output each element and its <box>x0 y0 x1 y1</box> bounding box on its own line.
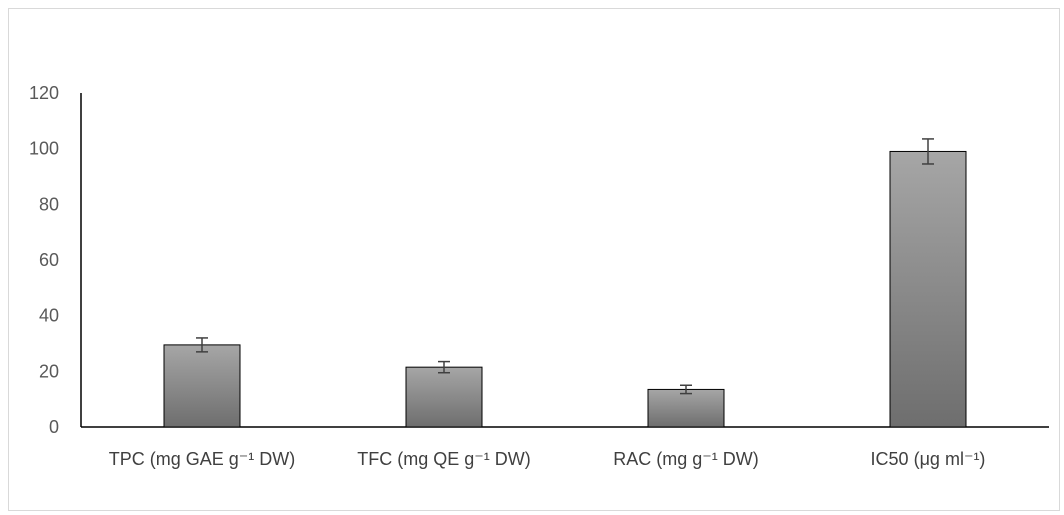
x-category-label: TFC (mg QE g⁻¹ DW) <box>357 449 531 469</box>
chart-frame: 0 20 40 60 80 100 120 TPC (mg GAE g⁻¹ DW) TFC (… <box>8 8 1060 511</box>
bar <box>405 366 483 428</box>
bars <box>163 150 967 428</box>
bar <box>647 388 725 428</box>
x-category-label: TPC (mg GAE g⁻¹ DW) <box>109 449 296 469</box>
bar <box>889 150 967 428</box>
x-category-label: IC50 (μg ml⁻¹) <box>871 449 986 469</box>
y-tick-label: 20 <box>39 361 59 381</box>
y-tick-label: 0 <box>49 417 59 437</box>
y-axis: 0 20 40 60 80 100 120 <box>29 83 82 437</box>
error-bar <box>680 384 692 395</box>
x-axis: TPC (mg GAE g⁻¹ DW) TFC (mg QE g⁻¹ DW) RAC… <box>81 426 1049 469</box>
y-tick-label: 60 <box>39 250 59 270</box>
y-tick-label: 40 <box>39 306 59 326</box>
y-tick-label: 80 <box>39 194 59 214</box>
error-bar <box>196 337 208 353</box>
error-bars <box>196 138 934 395</box>
y-tick-label: 100 <box>29 139 59 159</box>
error-bar <box>438 360 450 374</box>
y-tick-label: 120 <box>29 83 59 103</box>
bar-chart: 0 20 40 60 80 100 120 TPC (mg GAE g⁻¹ DW) TFC (… <box>29 83 1049 469</box>
bar <box>163 344 241 428</box>
x-category-label: RAC (mg g⁻¹ DW) <box>613 449 759 469</box>
error-bar <box>922 138 934 165</box>
